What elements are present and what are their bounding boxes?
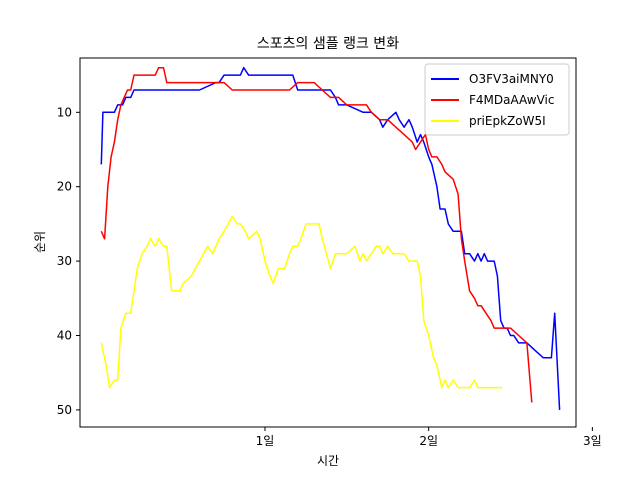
x-tick-label: 1일 bbox=[256, 434, 275, 448]
y-axis: 10 20 30 40 50 bbox=[57, 105, 80, 417]
y-tick-label: 50 bbox=[57, 403, 72, 417]
legend-box bbox=[424, 63, 570, 136]
x-tick-label: 2일 bbox=[419, 434, 438, 448]
y-tick-label: 10 bbox=[57, 105, 72, 119]
legend: O3FV3aiMNY0 F4MDaAAwVic priEpkZoW5I bbox=[424, 63, 570, 136]
legend-label: F4MDaAAwVic bbox=[469, 93, 554, 107]
series-line-2 bbox=[100, 66, 533, 403]
series-line-1 bbox=[100, 66, 561, 410]
series-line-3 bbox=[100, 215, 503, 389]
legend-label: O3FV3aiMNY0 bbox=[469, 72, 554, 86]
chart-title: 스포츠의 샘플 랭크 변화 bbox=[257, 36, 399, 52]
x-axis: 1일 2일 3일 bbox=[256, 427, 602, 448]
axes-frame bbox=[79, 57, 577, 428]
y-tick-label: 20 bbox=[57, 180, 72, 194]
legend-label: priEpkZoW5I bbox=[469, 114, 546, 128]
x-tick-label: 3일 bbox=[583, 434, 602, 448]
x-axis-title: 시간 bbox=[317, 454, 339, 468]
y-tick-label: 40 bbox=[57, 328, 72, 342]
y-axis-title: 순위 bbox=[33, 231, 47, 253]
y-tick-label: 30 bbox=[57, 254, 72, 268]
plot-area bbox=[100, 66, 561, 410]
